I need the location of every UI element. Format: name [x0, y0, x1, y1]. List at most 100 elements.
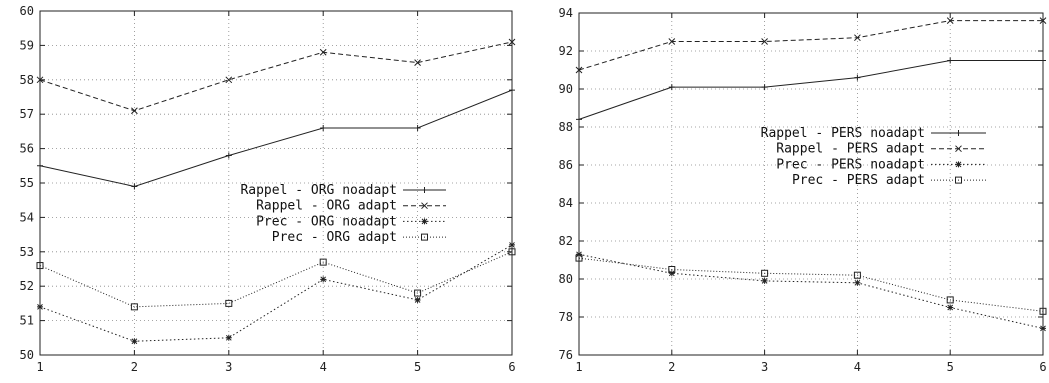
data-point: [225, 152, 232, 159]
data-point: [131, 107, 138, 115]
x-tick-label: 5: [947, 360, 954, 374]
data-point: [414, 59, 421, 66]
legend-marker: [955, 176, 962, 184]
plot-frame: [578, 12, 1044, 356]
y-tick-label: 78: [559, 310, 573, 324]
series-1: [576, 57, 1046, 123]
series-2: [575, 17, 1047, 74]
x-tick-label: 3: [225, 360, 232, 374]
x-tick-label: 3: [761, 360, 768, 374]
y-tick-label: 57: [20, 107, 34, 121]
y-tick-label: 84: [559, 196, 573, 210]
legend-marker: [421, 218, 428, 225]
data-point: [947, 304, 954, 311]
legend-marker: [955, 130, 962, 136]
data-point: [668, 270, 675, 277]
data-point: [576, 251, 582, 258]
data-point: [131, 183, 138, 190]
chart-2: 76 78 80 82 84 86 88 90 92 94 1 2 3 4 5 6 Rappel - PERS …: [559, 6, 1047, 374]
data-point: [854, 34, 861, 42]
y-tick-label: 55: [20, 176, 34, 190]
legend-label: Rappel - ORG adapt: [256, 199, 397, 214]
legend-label: Prec - ORG noadapt: [256, 214, 397, 229]
legend-marker: [421, 187, 428, 193]
data-point: [761, 38, 768, 45]
data-point: [131, 338, 138, 345]
x-tick-label: 2: [131, 360, 138, 374]
data-point: [509, 87, 515, 94]
data-point: [761, 84, 768, 91]
data-point: [414, 296, 421, 303]
data-point: [508, 248, 516, 256]
y-tick-label: 59: [20, 38, 34, 52]
legend-label: Rappel - PERS adapt: [776, 142, 925, 157]
data-point: [414, 124, 421, 131]
x-tick-label: 1: [36, 360, 43, 374]
series-1: [37, 87, 515, 190]
data-point: [947, 57, 954, 64]
series-line: [39, 41, 513, 112]
data-point: [508, 38, 516, 46]
x-tick-label: 2: [668, 360, 675, 374]
y-tick-label: 60: [20, 4, 34, 18]
data-point: [319, 258, 327, 266]
legend-marker: [421, 202, 428, 210]
data-point: [854, 74, 861, 81]
data-point: [668, 84, 675, 91]
data-point: [37, 303, 43, 310]
legend-label: Prec - PERS adapt: [792, 173, 925, 188]
data-point: [225, 334, 232, 341]
data-point: [225, 299, 233, 307]
legend-label: Rappel - ORG noadapt: [240, 183, 397, 198]
series-line: [39, 89, 513, 187]
y-tick-label: 76: [559, 348, 573, 362]
data-point: [853, 271, 861, 279]
data-point: [414, 289, 422, 297]
legend-label: Prec - ORG adapt: [272, 230, 397, 245]
data-point: [1039, 17, 1047, 24]
series-line: [578, 257, 1044, 312]
data-point: [575, 254, 583, 262]
x-tick-label: 6: [508, 360, 515, 374]
x-tick-label: 5: [414, 360, 421, 374]
data-point: [225, 76, 233, 84]
y-tick-label: 58: [20, 73, 34, 87]
legend-marker: [421, 233, 428, 241]
data-point: [575, 66, 583, 74]
data-point: [320, 276, 327, 283]
y-tick-label: 51: [20, 314, 34, 328]
y-tick-label: 54: [20, 210, 34, 224]
y-tick-label: 50: [20, 348, 34, 362]
data-point: [130, 303, 138, 311]
data-point: [668, 266, 676, 273]
y-tick-label: 80: [559, 272, 573, 286]
y-tick-label: 53: [20, 245, 34, 259]
data-point: [576, 116, 582, 123]
y-tick-label: 90: [559, 82, 573, 96]
x-tick-label: 6: [1039, 360, 1046, 374]
legend-label: Rappel - PERS noadapt: [761, 126, 925, 141]
data-point: [1040, 325, 1046, 332]
legend-marker: [955, 145, 962, 153]
series-line: [39, 251, 513, 308]
data-point: [668, 38, 676, 45]
y-tick-label: 88: [559, 120, 573, 134]
series-3: [576, 251, 1046, 332]
data-point: [1039, 307, 1047, 315]
y-tick-label: 94: [559, 6, 573, 20]
data-point: [320, 124, 327, 131]
legend-marker: [955, 161, 962, 168]
data-point: [854, 279, 861, 286]
series-line: [578, 253, 1044, 329]
x-tick-label: 4: [854, 360, 861, 374]
x-tick-label: 1: [575, 360, 582, 374]
series-3: [37, 241, 515, 345]
y-tick-label: 86: [559, 158, 573, 172]
data-point: [1040, 57, 1046, 64]
data-point: [36, 262, 44, 270]
data-point: [319, 48, 327, 56]
y-tick-label: 82: [559, 234, 573, 248]
